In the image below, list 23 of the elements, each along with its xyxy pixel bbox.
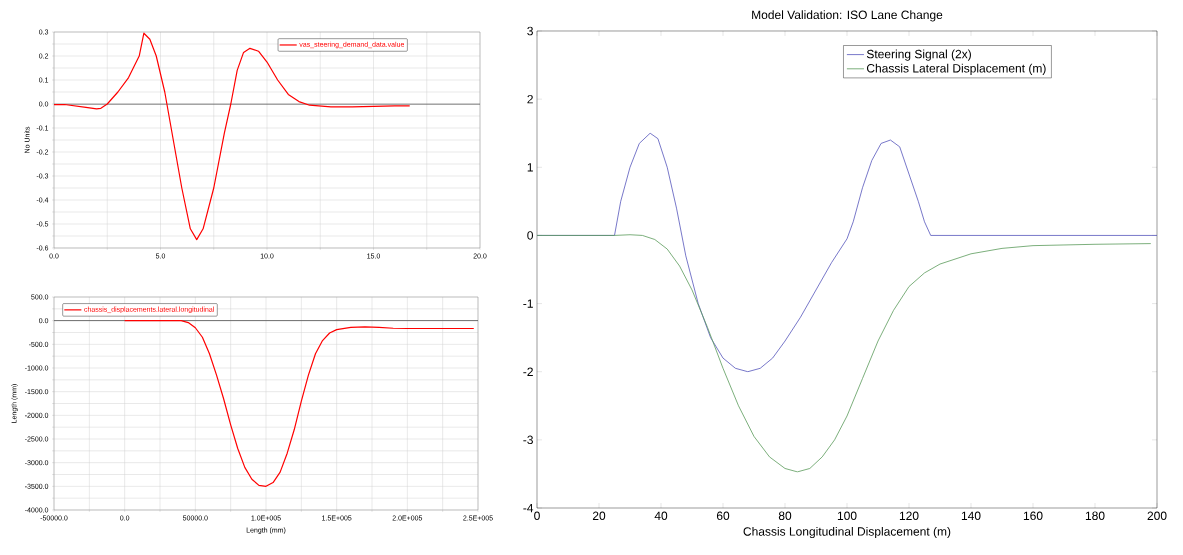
x-tick-label: 200 <box>1147 511 1167 521</box>
x-tick-label: 140 <box>961 511 981 521</box>
chart-title: Model Validation: ISO Lane Change <box>752 10 943 22</box>
y-tick-label: -2 <box>523 367 533 376</box>
x-axis-title: Chassis Longitudinal Displacement (m) <box>743 526 951 539</box>
y-tick-label: 1 <box>527 163 533 172</box>
y-tick-label: -3 <box>523 435 533 445</box>
y-tick-label: 2 <box>527 94 533 104</box>
x-tick-label: 160 <box>1023 511 1043 521</box>
line-series <box>537 234 1152 473</box>
x-tick-label: 120 <box>899 511 919 521</box>
y-tick-label: -1 <box>523 299 533 308</box>
y-tick-label: 0 <box>527 231 534 240</box>
y-tick-label: -4 <box>523 503 534 513</box>
x-tick-label: 80 <box>778 511 792 521</box>
y-tick-label: 3 <box>527 26 533 36</box>
x-tick-label: 40 <box>654 511 668 521</box>
x-tick-label: 20 <box>592 511 606 521</box>
x-tick-label: 180 <box>1085 511 1105 521</box>
legend-label: Steering Signal (2x) <box>866 49 971 61</box>
x-tick-label: 100 <box>837 511 857 521</box>
legend-label: Chassis Lateral Displacement (m) <box>866 63 1046 75</box>
x-tick-label: 60 <box>716 511 730 521</box>
